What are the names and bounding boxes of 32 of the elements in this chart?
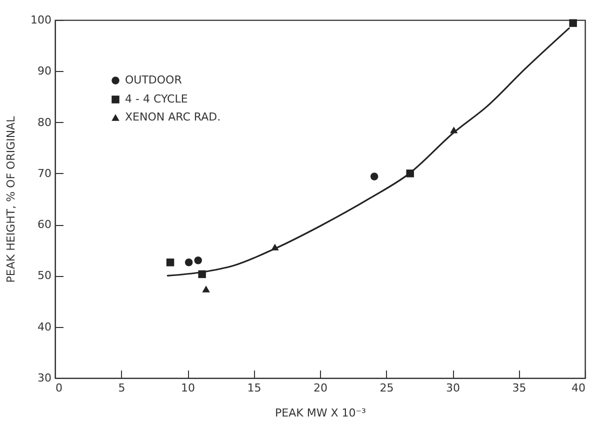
legend-label: XENON ARC RAD.	[125, 110, 221, 124]
point	[450, 126, 458, 134]
x-tick-label: 40	[572, 382, 586, 394]
legend-label: OUTDOOR	[125, 74, 182, 86]
x-tick-label: 10	[181, 382, 195, 394]
y-tick-label: 50	[38, 269, 52, 282]
point	[271, 244, 279, 250]
y-tick-label: 90	[38, 64, 52, 78]
y-tick-label: 80	[38, 116, 52, 129]
point	[202, 286, 210, 292]
point	[194, 256, 202, 264]
point	[406, 170, 414, 178]
y-tick-label: 30	[38, 372, 52, 384]
point	[166, 258, 174, 266]
x-tick-label: 30	[446, 382, 460, 394]
x-tick-label: 15	[247, 382, 262, 394]
x-tick-label: 20	[314, 382, 328, 394]
x-tick-label: 0	[56, 382, 62, 394]
x-tick-label: 25	[380, 382, 394, 394]
y-tick-label: 60	[38, 218, 52, 232]
y-tick-label: 70	[38, 166, 52, 180]
x-tick-label: 5	[118, 382, 126, 394]
point	[569, 19, 577, 27]
x-tick-label: 35	[512, 382, 526, 394]
point	[198, 270, 206, 278]
legend-label: 4 - 4 CYCLE	[125, 92, 188, 106]
y-tick-label: 40	[38, 320, 52, 334]
point	[370, 172, 378, 180]
x-axis-title: PEAK MW X 10⁻³	[275, 406, 366, 420]
y-axis-title: PEAK HEIGHT, % OF ORIGINAL	[4, 115, 18, 283]
point	[184, 258, 193, 266]
y-tick-label: 100	[30, 14, 52, 26]
